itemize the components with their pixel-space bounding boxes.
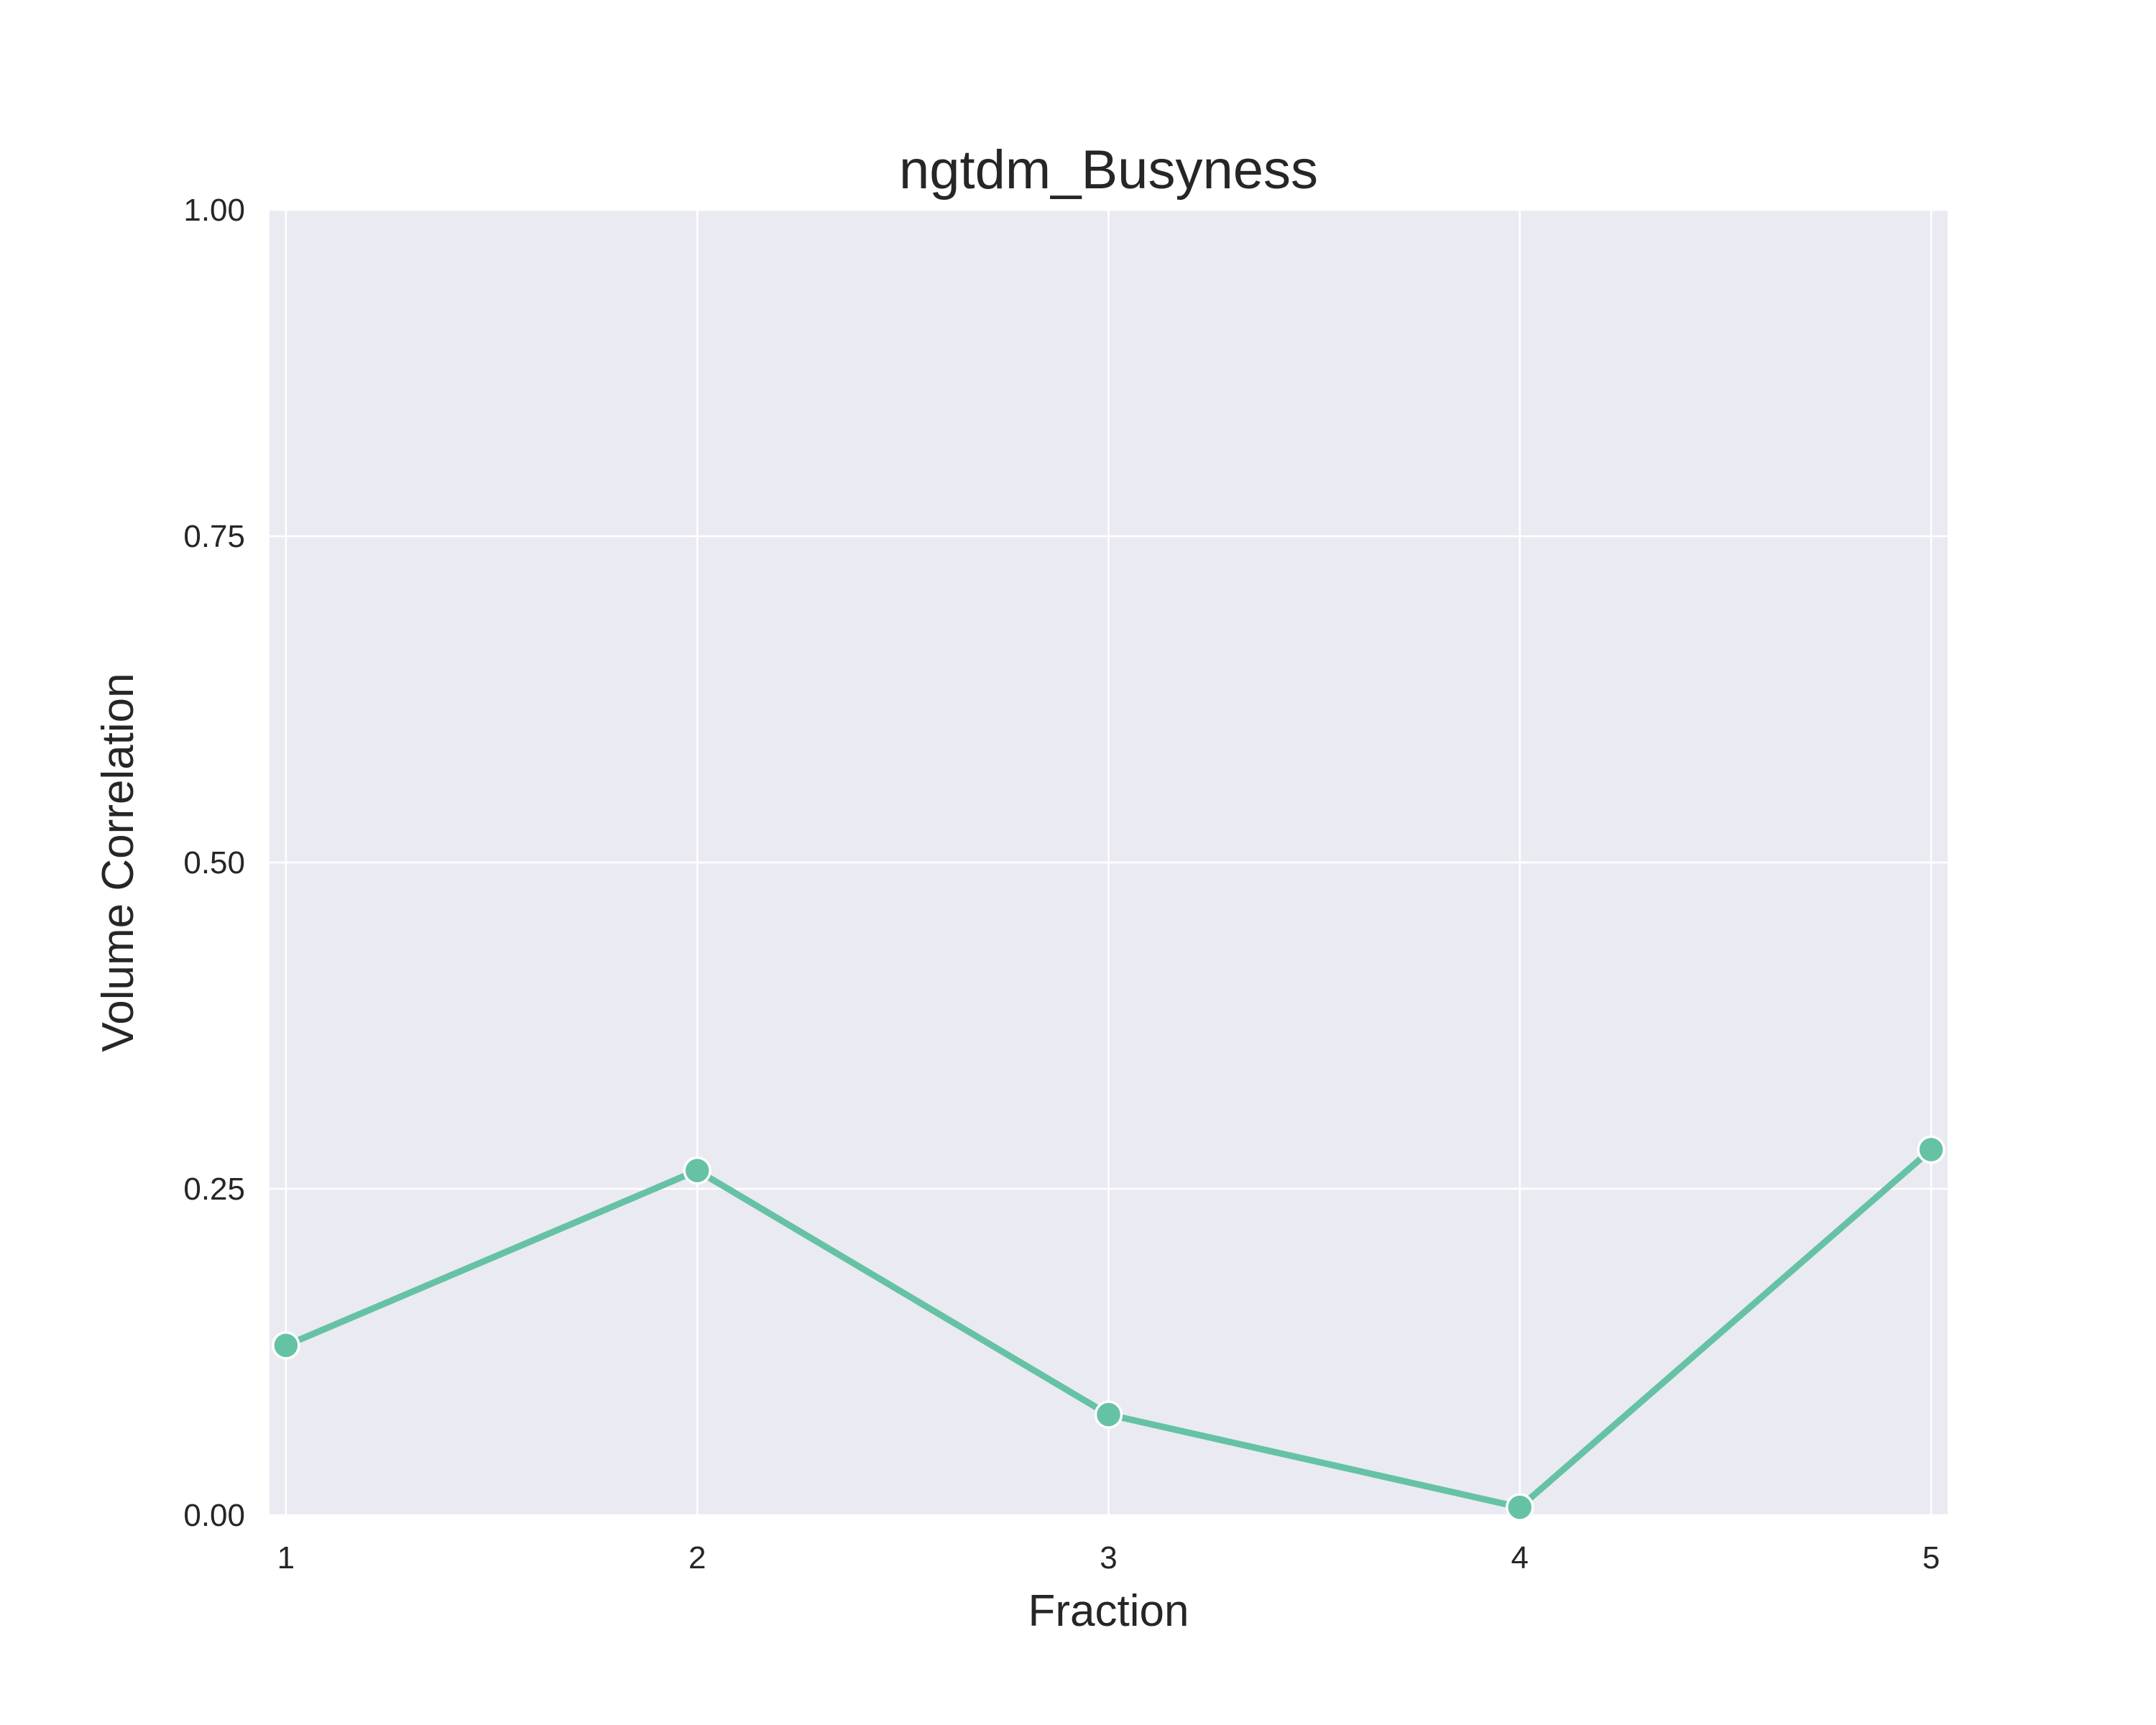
x-tick-label: 4 xyxy=(1511,1540,1529,1576)
x-tick-label: 2 xyxy=(688,1540,706,1576)
data-point xyxy=(272,1331,300,1360)
y-tick-label: 0.25 xyxy=(183,1172,245,1207)
x-tick-label: 5 xyxy=(1922,1540,1940,1576)
chart-title: ngtdm_Busyness xyxy=(899,139,1318,201)
data-point xyxy=(1506,1493,1534,1522)
tick-labels: 0.00 0.25 0.50 0.75 1.00 1 2 3 4 5 xyxy=(183,193,1940,1576)
y-tick-label: 0.00 xyxy=(183,1498,245,1533)
y-axis-title: Volume Correlation xyxy=(93,673,143,1052)
x-axis-title: Fraction xyxy=(1028,1586,1189,1636)
y-tick-label: 1.00 xyxy=(183,193,245,228)
data-point xyxy=(1094,1400,1123,1429)
y-tick-label: 0.75 xyxy=(183,519,245,554)
grid-lines xyxy=(270,208,1948,1517)
series-layer xyxy=(272,1135,1945,1522)
y-tick-label: 0.50 xyxy=(183,845,245,880)
x-tick-label: 3 xyxy=(1100,1540,1117,1576)
data-point xyxy=(1917,1135,1945,1164)
data-point xyxy=(683,1156,711,1185)
x-tick-label: 1 xyxy=(277,1540,295,1576)
